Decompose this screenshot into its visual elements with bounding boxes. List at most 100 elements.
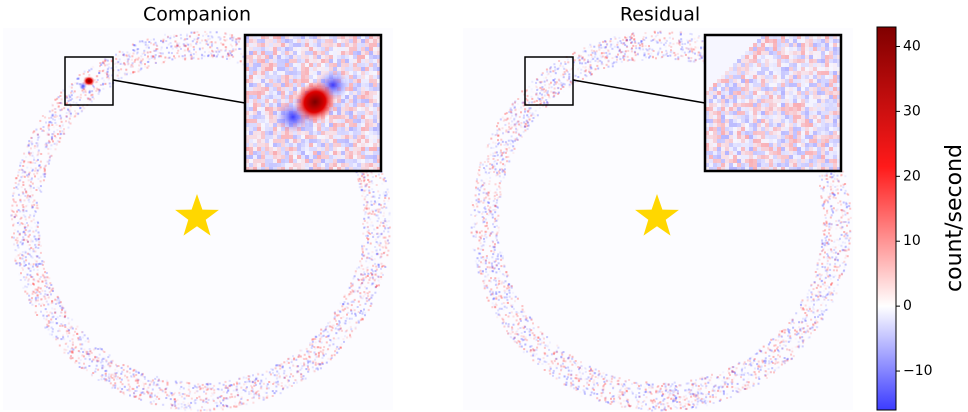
noise-pixel	[369, 258, 372, 261]
inset-pixel	[297, 79, 301, 83]
noise-pixel	[16, 230, 19, 233]
noise-pixel	[226, 397, 229, 400]
noise-pixel	[119, 51, 121, 53]
noise-pixel	[162, 41, 165, 44]
inset-pixel	[257, 155, 261, 159]
inset-pixel	[305, 159, 309, 163]
noise-pixel	[287, 381, 289, 384]
inset-pixel	[269, 119, 273, 123]
noise-pixel	[280, 384, 283, 387]
noise-pixel	[371, 182, 374, 185]
inset-pixel	[345, 43, 349, 47]
noise-pixel	[150, 402, 153, 405]
noise-pixel	[387, 239, 389, 242]
inset-pixel	[357, 59, 361, 63]
noise-pixel	[81, 343, 84, 346]
noise-pixel	[99, 65, 101, 68]
noise-pixel	[265, 385, 268, 388]
noise-pixel	[272, 383, 275, 385]
noise-pixel	[212, 393, 215, 396]
noise-pixel	[339, 310, 342, 313]
noise-pixel	[205, 409, 208, 412]
noise-pixel	[67, 322, 70, 325]
noise-pixel	[307, 361, 309, 364]
inset-pixel	[301, 51, 305, 55]
noise-pixel	[155, 49, 158, 52]
inset-pixel	[281, 39, 285, 43]
noise-pixel	[383, 222, 386, 225]
noise-pixel	[38, 256, 41, 259]
noise-pixel	[242, 389, 245, 391]
inset-pixel	[309, 59, 313, 63]
noise-pixel	[497, 218, 500, 221]
noise-pixel	[328, 321, 331, 324]
noise-pixel	[374, 201, 377, 204]
noise-pixel	[232, 55, 235, 58]
inset-pixel	[249, 131, 253, 135]
noise-pixel	[13, 229, 16, 231]
noise-pixel	[31, 161, 34, 164]
noise-pixel	[63, 107, 66, 110]
noise-pixel	[37, 231, 40, 234]
noise-pixel	[336, 314, 339, 317]
noise-pixel	[11, 214, 14, 217]
noise-pixel	[24, 195, 27, 197]
noise-pixel	[257, 390, 260, 393]
noise-pixel	[41, 274, 44, 277]
noise-pixel	[366, 230, 369, 233]
noise-pixel	[371, 232, 373, 234]
noise-pixel	[382, 265, 384, 268]
noise-pixel	[169, 37, 172, 40]
inset-pixel	[369, 87, 373, 91]
noise-pixel	[31, 151, 34, 154]
noise-pixel	[93, 348, 96, 351]
noise-pixel	[49, 148, 52, 151]
inset-pixel	[373, 159, 377, 163]
inset-pixel	[265, 103, 269, 107]
noise-pixel	[322, 334, 325, 337]
inset-pixel	[353, 99, 357, 103]
inset-pixel	[253, 119, 257, 123]
inset-pixel	[353, 127, 357, 131]
noise-pixel	[71, 84, 74, 86]
noise-pixel	[190, 397, 193, 400]
noise-pixel	[379, 203, 381, 205]
noise-pixel	[31, 206, 34, 209]
noise-pixel	[127, 383, 130, 386]
noise-pixel	[333, 312, 336, 315]
noise-pixel	[40, 262, 43, 265]
noise-pixel	[104, 81, 107, 84]
inset-pixel	[365, 55, 369, 59]
inset-pixel	[285, 143, 289, 147]
noise-pixel	[619, 51, 622, 54]
noise-pixel	[17, 193, 20, 196]
noise-pixel	[34, 298, 37, 301]
noise-pixel	[378, 203, 381, 206]
noise-pixel	[377, 263, 380, 266]
noise-pixel	[97, 88, 100, 91]
noise-pixel	[170, 45, 173, 48]
noise-pixel	[154, 377, 157, 380]
noise-pixel	[164, 388, 167, 391]
noise-pixel	[132, 373, 135, 376]
noise-pixel	[275, 377, 278, 380]
inset-pixel	[309, 63, 313, 67]
inset-pixel	[269, 47, 273, 51]
noise-pixel	[84, 91, 87, 94]
noise-pixel	[101, 375, 103, 378]
inset-pixel	[357, 67, 361, 71]
noise-pixel	[684, 389, 687, 392]
inset-pixel	[297, 147, 301, 151]
inset-pixel	[317, 155, 321, 159]
noise-pixel	[367, 213, 370, 215]
inset-pixel	[313, 139, 317, 143]
noise-pixel	[35, 128, 38, 131]
noise-pixel	[276, 364, 279, 367]
inset-pixel	[293, 155, 297, 159]
noise-pixel	[45, 311, 48, 313]
inset-pixel	[301, 147, 305, 151]
inset-pixel	[341, 55, 345, 59]
noise-pixel	[111, 359, 114, 362]
noise-pixel	[651, 55, 654, 58]
noise-pixel	[104, 373, 107, 376]
